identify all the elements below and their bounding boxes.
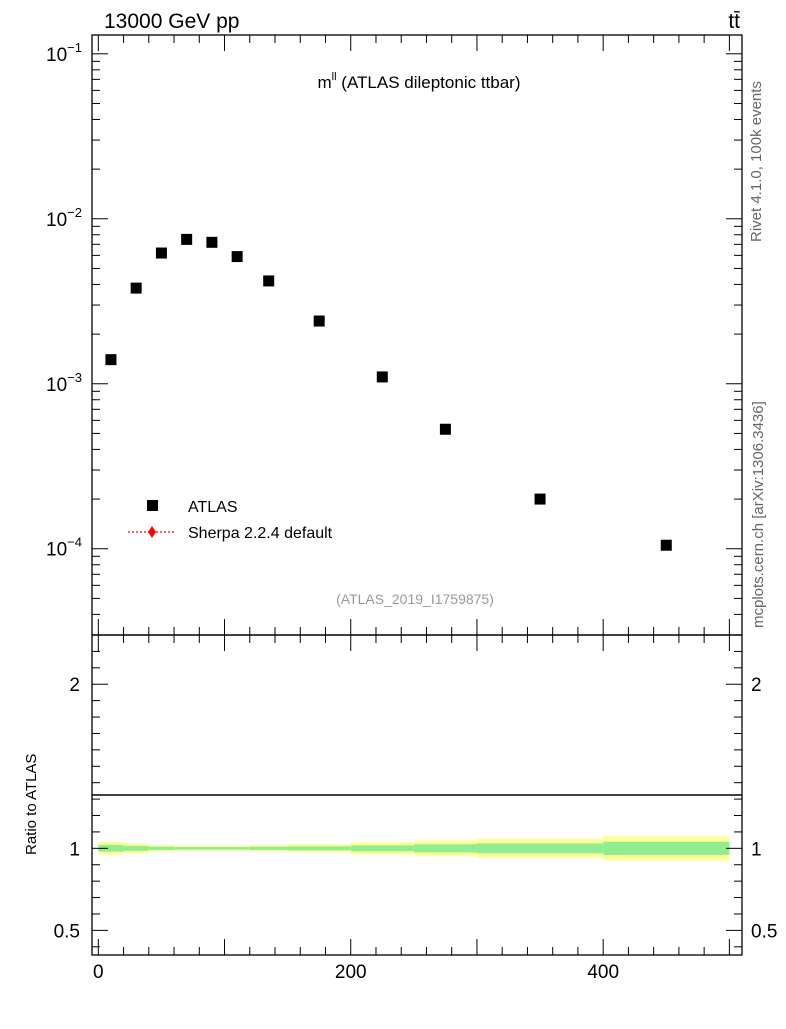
ratio-inner-band [98, 845, 124, 852]
tick-label-base: 10 [46, 210, 67, 231]
title-description: (ATLAS dileptonic ttbar) [337, 73, 521, 92]
atlas-data-point [231, 251, 243, 263]
main-y-axis: 10−110−210−310−4 [46, 40, 742, 636]
atlas-data-point [660, 539, 672, 551]
atlas-data-point [181, 233, 193, 245]
rivet-version-label: Rivet 4.1.0, 100k events [748, 81, 765, 242]
ratio-inner-band [249, 846, 288, 850]
ratio-y-tick-label: 1 [69, 839, 80, 860]
x-tick-label: 0 [93, 962, 104, 983]
ratio-inner-band [413, 844, 477, 853]
tick-label-exponent: −2 [67, 205, 82, 220]
legend-label-atlas: ATLAS [188, 499, 238, 516]
legend-marker-atlas [147, 500, 158, 511]
ratio-inner-band [287, 846, 351, 851]
legend-marker-sherpa [148, 526, 156, 538]
ratio-y-tick-label: 0.5 [54, 921, 80, 942]
x-tick-label: 400 [587, 962, 619, 983]
atlas-data-point [534, 493, 546, 505]
atlas-data-point [130, 282, 142, 294]
atlas-data-point [155, 247, 167, 259]
ratio-bands [98, 836, 730, 861]
x-axis-ticks: 0 200 400 [93, 35, 730, 983]
atlas-data-point [105, 354, 117, 366]
main-y-tick-label: 10−1 [46, 40, 82, 66]
main-y-tick-label: 10−3 [46, 370, 82, 396]
atlas-data-points [105, 233, 672, 551]
ratio-plot-frame [91, 634, 743, 956]
title-observable: m [318, 73, 332, 92]
tick-label-exponent: −1 [67, 40, 82, 55]
x-tick-label: 200 [335, 962, 367, 983]
ratio-y-tick-label-right: 2 [751, 675, 762, 696]
tick-label-exponent: −4 [67, 535, 82, 550]
ratio-y-tick-label: 2 [69, 675, 80, 696]
ratio-inner-band [350, 845, 414, 852]
tick-label-base: 10 [46, 375, 67, 396]
main-y-tick-label: 10−4 [46, 535, 82, 561]
atlas-data-point [313, 315, 325, 327]
ratio-y-axis: 0.5 0.5 1 1 2 2 [54, 650, 777, 948]
atlas-data-point [439, 423, 451, 435]
ratio-y-tick-label-right: 0.5 [751, 921, 777, 942]
source-reference-label: mcplots.cern.ch [arXiv:1306.3436] [750, 401, 767, 628]
ratio-inner-band [148, 846, 175, 850]
title-superscript: ll [332, 71, 337, 83]
ratio-inner-band [199, 847, 225, 850]
analysis-watermark: (ATLAS_2019_I1759875) [336, 591, 494, 607]
legend-label-sherpa: Sherpa 2.2.4 default [188, 525, 333, 542]
tick-label-base: 10 [46, 45, 67, 66]
header-process-label: 13000 GeV pp [104, 10, 239, 33]
ratio-inner-band [224, 847, 250, 850]
atlas-data-point [206, 236, 218, 248]
ratio-inner-band [476, 843, 604, 854]
ratio-y-tick-label-right: 1 [751, 839, 762, 860]
main-y-tick-label: 10−2 [46, 205, 82, 231]
atlas-data-point [263, 275, 275, 287]
ratio-inner-band [123, 845, 149, 851]
main-plot-title: mll (ATLAS dileptonic ttbar) [318, 71, 521, 92]
legend: ATLAS Sherpa 2.2.4 default [128, 499, 333, 542]
atlas-data-point [376, 371, 388, 383]
ratio-y-axis-label: Ratio to ATLAS [23, 754, 40, 855]
ratio-inner-band [603, 841, 730, 855]
tick-label-base: 10 [46, 540, 67, 561]
ratio-inner-band [174, 847, 200, 850]
header-channel-label: tt̄ [728, 10, 740, 33]
main-plot-frame [91, 34, 743, 636]
tick-label-exponent: −3 [67, 370, 82, 385]
